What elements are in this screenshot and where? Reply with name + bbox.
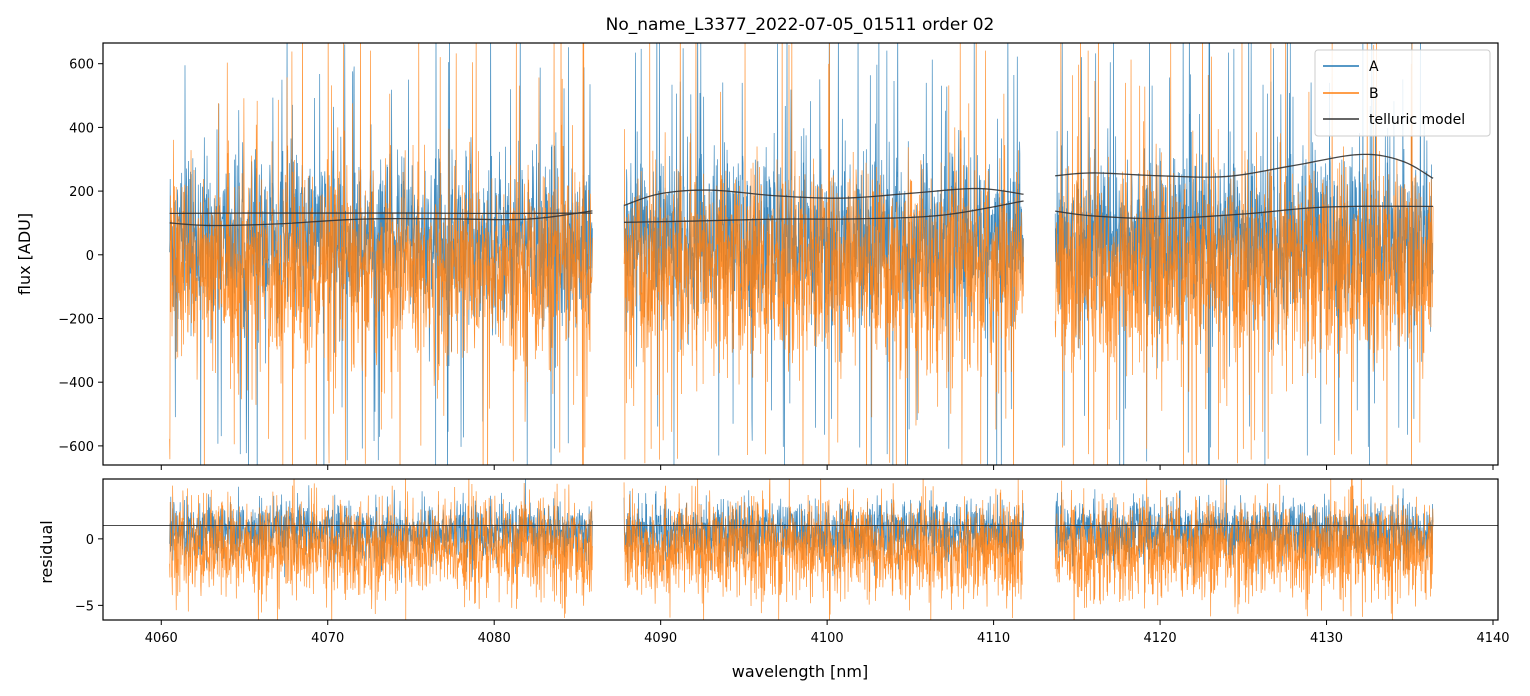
legend-box <box>1314 49 1491 137</box>
x-tick-label: 4110 <box>977 631 1010 646</box>
residual-y-tick-label: 0 <box>86 533 94 548</box>
flux-y-tick-label: −600 <box>58 440 94 455</box>
x-tick-label: 4100 <box>811 631 844 646</box>
telluric-model-curve-2 <box>623 187 1024 207</box>
legend-label-a: A <box>1369 59 1379 75</box>
flux-y-tick-label: 600 <box>69 58 94 73</box>
x-tick-label: 4120 <box>1144 631 1177 646</box>
residual-x-ticks: 4060 4070 4080 4090 4100 4110 4120 4130 4140 <box>145 620 1510 646</box>
residual-y-tick-label: −5 <box>75 599 94 614</box>
flux-panel-frame <box>102 42 1499 466</box>
residual-panel-frame <box>102 478 1499 621</box>
flux-panel: −600 −400 −200 0 200 400 600 flux [ADU] A B te… <box>15 42 1499 470</box>
legend: A B telluric model <box>1314 49 1491 137</box>
x-tick-label: 4090 <box>644 631 677 646</box>
flux-y-tick-label: −200 <box>58 312 94 327</box>
residual-data-area <box>103 479 1498 620</box>
x-tick-label: 4130 <box>1310 631 1343 646</box>
x-tick-label: 4080 <box>478 631 511 646</box>
legend-label-telluric: telluric model <box>1369 112 1465 128</box>
residual-b-line-seg2 <box>1054 479 1434 620</box>
telluric-model-curve-4 <box>1055 153 1434 179</box>
residual-b-line-seg0 <box>169 479 593 620</box>
flux-y-tick-label: 200 <box>69 185 94 200</box>
flux-y-tick-label: −400 <box>58 376 94 391</box>
flux-x-ticks <box>160 465 1494 470</box>
flux-y-axis-label: flux [ADU] <box>15 213 34 295</box>
x-tick-label: 4060 <box>145 631 178 646</box>
residual-b-line-seg1 <box>623 479 1024 620</box>
telluric-model-curve-0 <box>169 210 593 227</box>
legend-label-b: B <box>1369 86 1379 102</box>
series-b-line-seg2 <box>1054 43 1434 465</box>
flux-y-ticks: −600 −400 −200 0 200 400 600 <box>58 58 103 455</box>
x-tick-label: 4070 <box>311 631 344 646</box>
residual-y-ticks: −5 0 <box>75 533 103 614</box>
telluric-model-curve-5 <box>1055 205 1434 220</box>
series-a-line-seg0 <box>169 43 593 465</box>
flux-y-tick-label: 400 <box>69 121 94 136</box>
residual-y-axis-label: residual <box>37 520 56 583</box>
chart-title: No_name_L3377_2022-07-05_01511 order 02 <box>606 15 995 35</box>
flux-y-tick-label: 0 <box>86 249 94 264</box>
x-tick-label: 4140 <box>1476 631 1509 646</box>
x-axis-label: wavelength [nm] <box>732 662 869 681</box>
series-b-line-seg0 <box>169 43 593 465</box>
residual-panel: −5 0 4060 4070 4080 4090 4100 4110 4120 4130 4140… <box>37 478 1510 681</box>
flux-data-area <box>169 43 1434 465</box>
telluric-model-curve-3 <box>624 200 1024 223</box>
